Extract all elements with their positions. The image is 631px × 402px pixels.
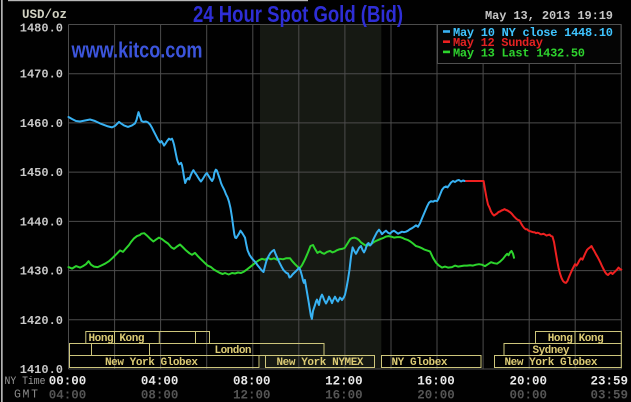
svg-text:May 13, 2013 19:19: May 13, 2013 19:19 [485, 9, 613, 23]
svg-text:NY Time: NY Time [5, 376, 46, 388]
svg-text:www.kitco.com: www.kitco.com [71, 38, 203, 63]
svg-text:GMT: GMT [14, 389, 38, 402]
svg-text:08:00: 08:00 [141, 389, 179, 402]
svg-text:23:59: 23:59 [590, 375, 628, 389]
svg-text:00:00: 00:00 [49, 375, 87, 389]
svg-text:London: London [215, 345, 252, 357]
svg-text:USD/oz: USD/oz [22, 8, 67, 22]
svg-text:NY Globex: NY Globex [392, 357, 448, 369]
svg-text:New York Globex: New York Globex [505, 357, 598, 369]
svg-text:1430.0: 1430.0 [20, 265, 63, 279]
svg-text:24 Hour Spot Gold (Bid): 24 Hour Spot Gold (Bid) [193, 1, 403, 27]
svg-text:Sydney: Sydney [533, 345, 570, 357]
svg-text:1460.0: 1460.0 [20, 117, 63, 131]
svg-text:1480.0: 1480.0 [20, 22, 63, 36]
svg-text:12:00: 12:00 [233, 389, 271, 402]
svg-text:May 13 Last 1432.50: May 13 Last 1432.50 [453, 46, 585, 60]
svg-text:May 12 Sunday: May 12 Sunday [453, 36, 543, 50]
svg-text:04:00: 04:00 [49, 389, 87, 402]
svg-text:16:00: 16:00 [325, 389, 363, 402]
svg-text:1420.0: 1420.0 [20, 314, 63, 328]
svg-text:08:00: 08:00 [233, 375, 271, 389]
svg-text:New York Globex: New York Globex [105, 357, 198, 369]
svg-text:Hong Kong: Hong Kong [89, 333, 145, 345]
svg-text:20:00: 20:00 [509, 375, 547, 389]
svg-text:03:59: 03:59 [590, 389, 628, 402]
svg-text:1410.0: 1410.0 [20, 363, 63, 377]
svg-text:12:00: 12:00 [325, 375, 363, 389]
svg-text:May 10 NY close 1448.10: May 10 NY close 1448.10 [453, 26, 613, 40]
svg-text:Hong Kong: Hong Kong [548, 333, 604, 345]
svg-text:1440.0: 1440.0 [20, 215, 63, 229]
svg-text:20:00: 20:00 [417, 389, 455, 402]
svg-text:16:00: 16:00 [417, 375, 455, 389]
svg-text:1450.0: 1450.0 [20, 166, 63, 180]
svg-text:1470.0: 1470.0 [20, 68, 63, 82]
svg-text:New York NYMEX: New York NYMEX [277, 357, 364, 369]
svg-text:04:00: 04:00 [141, 375, 179, 389]
svg-text:00:00: 00:00 [509, 389, 547, 402]
